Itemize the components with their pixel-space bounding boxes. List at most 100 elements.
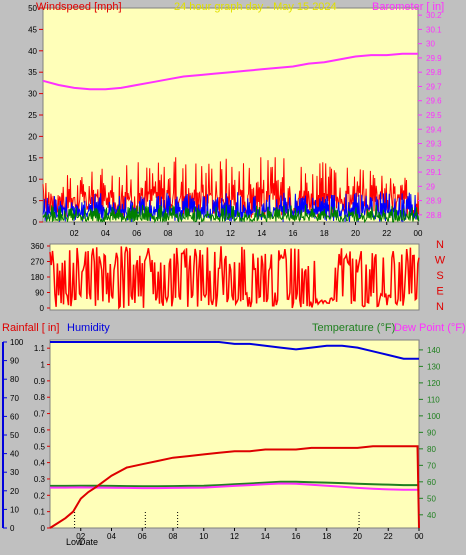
date-label: Date <box>79 537 98 547</box>
rain-y-tick-label: 0.3 <box>34 475 46 484</box>
baro-y-tick-label: 30.2 <box>426 11 442 20</box>
barometer-y-axis: 28.8 28.9 29 29.1 29.2 29.3 29.4 29.5 29.6 29.7 29… <box>418 11 442 220</box>
compass-label: E <box>436 286 443 298</box>
wind-y-axis: 0 5 10 15 20 25 30 35 40 45 50 <box>28 4 43 227</box>
compass-label: N <box>436 239 444 251</box>
baro-y-tick-label: 29.9 <box>426 54 442 63</box>
wind-axis-label: Windspeed [mph] <box>36 1 122 13</box>
rain-y-tick-label: 0.8 <box>34 393 46 402</box>
x-tick-label: 06 <box>138 532 147 541</box>
x-tick-label: 04 <box>101 229 110 238</box>
wind-y-tick-label: 25 <box>28 111 37 120</box>
temp-y-tick-label: 130 <box>427 362 441 371</box>
humidity-y-axis: 0 10 20 30 40 50 60 70 80 90 100 <box>3 338 24 533</box>
dir-y-tick-label: 270 <box>31 258 45 267</box>
humidity-y-tick-label: 60 <box>10 412 19 421</box>
baro-y-tick-label: 29 <box>426 182 435 191</box>
temp-y-tick-label: 140 <box>427 346 441 355</box>
rain-y-tick-label: 0.7 <box>34 410 46 419</box>
low-label: Low <box>66 537 83 547</box>
x-tick-label: 10 <box>195 229 204 238</box>
x-tick-label: 00 <box>414 229 423 238</box>
x-tick-label: 08 <box>169 532 178 541</box>
humidity-axis-label: Humidity <box>67 322 110 334</box>
wind-series <box>42 157 420 224</box>
rain-y-tick-label: 0.1 <box>34 508 46 517</box>
wind-y-tick-label: 50 <box>28 4 37 13</box>
baro-y-tick-label: 28.8 <box>426 211 442 220</box>
direction-series <box>49 246 420 310</box>
x-tick-label: 22 <box>382 229 391 238</box>
dir-y-tick-label: 90 <box>35 289 44 298</box>
rain-y-tick-label: 1.1 <box>34 344 46 353</box>
barometer-line <box>42 52 418 91</box>
climate-chart: Rainfall [ in] Humidity Temperature (°F)… <box>2 322 466 547</box>
humidity-y-tick-label: 30 <box>10 468 19 477</box>
x-axis-bottom: 02 04 06 08 10 12 14 16 18 20 22 00 <box>76 528 424 541</box>
baro-y-tick-label: 29.8 <box>426 68 442 77</box>
direction-y-axis: 0 90 180 270 360 <box>31 242 50 313</box>
x-tick-label: 14 <box>261 532 270 541</box>
chart-title: 24 hour graph day - May 15 2024 <box>174 1 337 13</box>
wind-y-tick-label: 30 <box>28 90 37 99</box>
temperature-y-axis: 40 50 60 70 80 90 100 110 120 130 140 <box>419 346 441 520</box>
dir-y-tick-label: 180 <box>31 273 45 282</box>
wind-y-tick-label: 5 <box>33 197 38 206</box>
x-tick-label: 16 <box>289 229 298 238</box>
humidity-y-tick-label: 50 <box>10 431 19 440</box>
x-tick-label: 20 <box>351 229 360 238</box>
compass-label: N <box>436 301 444 313</box>
temp-y-tick-label: 80 <box>427 445 436 454</box>
x-axis-top: 02 04 06 08 10 12 14 16 18 20 22 00 <box>70 222 423 238</box>
x-tick-label: 10 <box>199 532 208 541</box>
rain-axis-label: Rainfall [ in] <box>2 322 59 334</box>
temp-y-tick-label: 60 <box>427 478 436 487</box>
x-tick-label: 04 <box>107 532 116 541</box>
temp-y-tick-label: 110 <box>427 395 440 404</box>
x-tick-label: 14 <box>257 229 266 238</box>
humidity-line <box>50 341 419 360</box>
temp-y-tick-label: 40 <box>427 511 436 520</box>
humidity-y-tick-label: 20 <box>10 487 19 496</box>
wind-y-tick-label: 10 <box>28 175 37 184</box>
x-tick-label: 16 <box>292 532 301 541</box>
compass-label: W <box>435 255 446 267</box>
compass-label: S <box>436 270 443 282</box>
humidity-y-tick-label: 90 <box>10 357 19 366</box>
wind-y-tick-label: 20 <box>28 132 37 141</box>
baro-y-tick-label: 29.1 <box>426 168 442 177</box>
x-tick-label: 18 <box>320 229 329 238</box>
baro-y-tick-label: 29.4 <box>426 125 442 134</box>
x-tick-label: 08 <box>164 229 173 238</box>
baro-y-tick-label: 29.7 <box>426 82 442 91</box>
temp-y-tick-label: 90 <box>427 428 436 437</box>
baro-y-tick-label: 29.5 <box>426 111 442 120</box>
x-tick-label: 22 <box>384 532 393 541</box>
rain-y-tick-label: 0.5 <box>34 442 46 451</box>
humidity-y-tick-label: 70 <box>10 394 19 403</box>
x-tick-label: 02 <box>76 532 85 541</box>
x-tick-label: 00 <box>415 532 424 541</box>
x-tick-label: 12 <box>226 229 235 238</box>
temp-y-tick-label: 50 <box>427 494 436 503</box>
temperature-line <box>50 480 419 488</box>
humidity-y-tick-label: 0 <box>10 524 15 533</box>
plot-area-climate <box>49 339 420 529</box>
rain-y-axis: 0 0.1 0.2 0.3 0.4 0.5 0.6 0.7 0.8 0.9 1 1.1 <box>34 344 50 533</box>
temp-y-tick-label: 100 <box>427 412 441 421</box>
dewpoint-axis-label: Dew Point (°F) <box>394 322 466 334</box>
rain-y-tick-label: 0 <box>41 524 46 533</box>
rain-y-tick-label: 0.2 <box>34 491 46 500</box>
wind-y-tick-label: 35 <box>28 68 37 77</box>
baro-y-tick-label: 28.9 <box>426 197 442 206</box>
wind-low-line <box>42 204 420 224</box>
wind-y-tick-label: 0 <box>33 218 38 227</box>
rain-y-tick-label: 1 <box>41 361 46 370</box>
x-tick-label: 06 <box>132 229 141 238</box>
x-tick-label: 18 <box>322 532 331 541</box>
wind-barometer-chart: Windspeed [mph] 24 hour graph day - May … <box>28 1 444 238</box>
humidity-y-tick-label: 80 <box>10 375 19 384</box>
rain-y-tick-label: 0.4 <box>34 459 46 468</box>
